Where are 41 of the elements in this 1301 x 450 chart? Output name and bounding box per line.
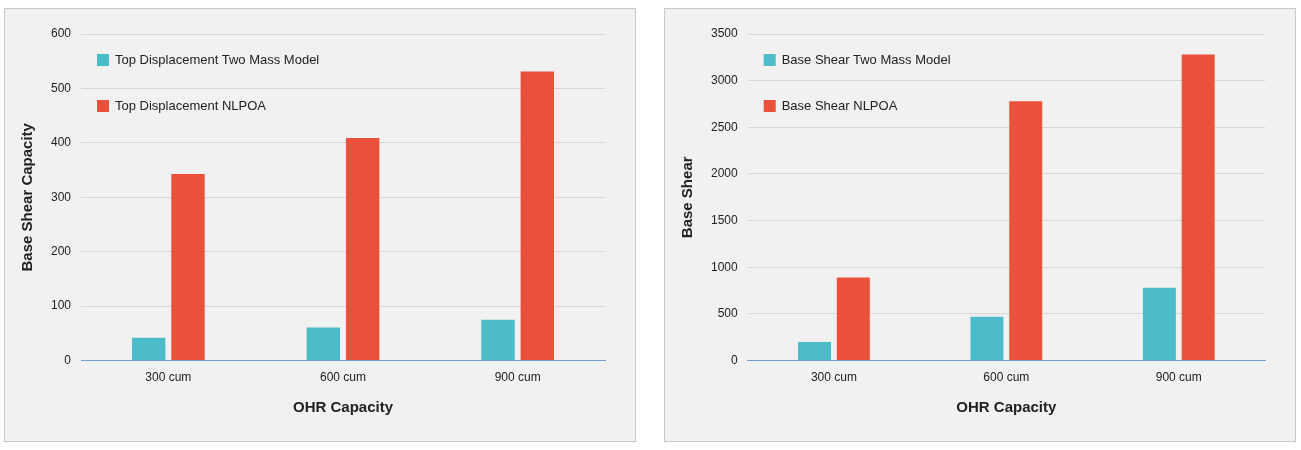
x-tick-label: 600 cum	[320, 370, 367, 385]
bar	[171, 173, 205, 361]
bar	[520, 71, 555, 361]
bar	[1009, 101, 1043, 361]
y-tick-label: 2500	[710, 119, 739, 134]
y-axis-title: Base Shear Capacity	[18, 122, 36, 272]
x-tick-label: 300 cum	[810, 370, 857, 385]
x-tick-label: 900 cum	[494, 370, 541, 385]
bar	[1142, 287, 1176, 361]
x-tick-label: 600 cum	[983, 370, 1030, 385]
y-tick-label: 3500	[710, 26, 739, 41]
y-tick-label: 100	[50, 298, 72, 313]
y-tick-label: 0	[64, 352, 72, 367]
bar	[481, 319, 515, 361]
x-axis-title: OHR Capacity	[293, 398, 394, 416]
y-tick-label: 500	[50, 80, 72, 95]
legend-label: Top Displacement Two Mass Model	[115, 51, 320, 67]
y-tick-label: 1000	[710, 259, 739, 274]
y-axis-title: Base Shear	[678, 156, 696, 239]
bar	[345, 137, 380, 361]
bar	[798, 341, 831, 361]
y-tick-label: 500	[717, 306, 739, 321]
x-tick-label: 300 cum	[145, 370, 192, 385]
bar	[970, 316, 1004, 361]
bar	[306, 327, 341, 361]
bar	[1181, 54, 1215, 361]
y-tick-label: 2000	[710, 166, 739, 181]
y-tick-label: 300	[50, 189, 72, 204]
y-tick-label: 1500	[710, 212, 739, 227]
x-tick-label: 900 cum	[1155, 370, 1202, 385]
legend-label: Base Shear NLPOA	[781, 97, 898, 113]
bar	[132, 337, 166, 361]
bar	[836, 277, 870, 361]
legend-label: Base Shear Two Mass Model	[781, 51, 951, 67]
legend-label: Top Displacement NLPOA	[115, 97, 267, 113]
y-tick-label: 0	[731, 352, 739, 367]
y-tick-label: 200	[50, 244, 72, 259]
y-tick-label: 600	[50, 26, 72, 41]
y-tick-label: 400	[50, 135, 72, 150]
y-tick-label: 3000	[710, 72, 739, 87]
x-axis-title: OHR Capacity	[956, 398, 1058, 416]
